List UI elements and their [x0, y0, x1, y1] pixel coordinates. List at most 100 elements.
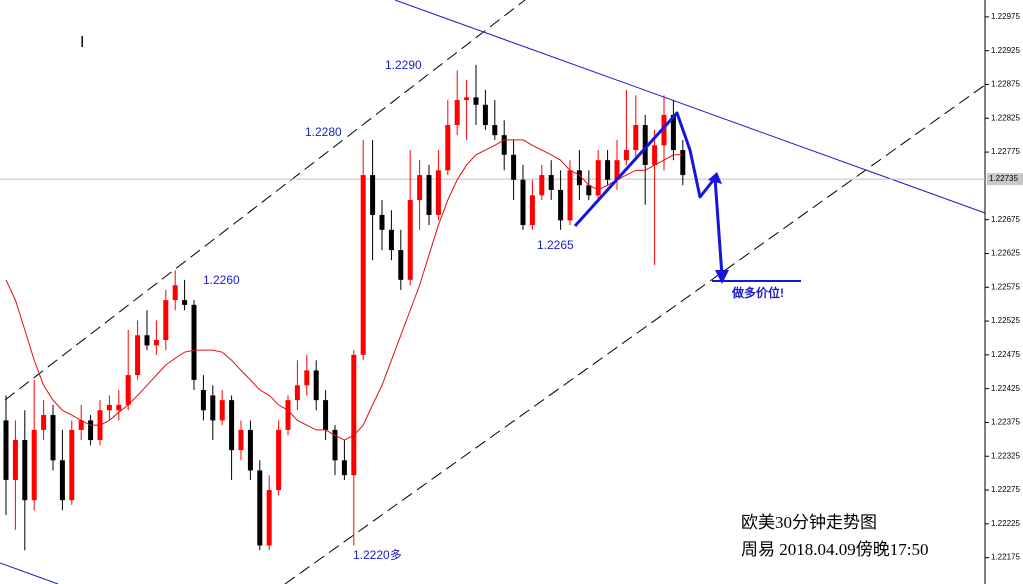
candle-body — [12, 440, 18, 480]
candle-body — [614, 160, 620, 180]
candle-body — [473, 97, 479, 105]
caption: 周易 2018.04.09傍晚17:50 — [741, 540, 928, 559]
candle-body — [332, 429, 338, 461]
candle-body — [172, 285, 178, 301]
candle-body — [266, 490, 272, 546]
candle-body — [304, 370, 310, 386]
support-line — [0, 562, 59, 584]
candle-body — [492, 125, 498, 136]
candle-body — [257, 470, 263, 546]
candle-body — [200, 390, 206, 411]
candle-body — [558, 189, 564, 221]
candle-body — [323, 400, 329, 430]
candle-body — [501, 135, 507, 155]
y-tick-label: 1.22425 — [991, 384, 1020, 393]
y-tick-label: 1.22825 — [991, 113, 1020, 122]
candle-body — [163, 300, 169, 340]
annotation: 1.2280 — [305, 125, 342, 139]
candle-body — [125, 375, 131, 405]
candle-body — [313, 370, 319, 401]
y-tick-label: 1.22675 — [991, 215, 1020, 224]
candle-body — [285, 400, 291, 430]
candle-body — [106, 404, 112, 411]
candle-body — [210, 395, 216, 421]
candle-body — [370, 175, 376, 215]
candle-body — [520, 179, 526, 226]
candle-body — [642, 125, 648, 165]
candle-body — [238, 429, 244, 451]
y-tick-label: 1.22375 — [991, 418, 1020, 427]
candle-body — [426, 175, 432, 215]
candle-body — [351, 354, 357, 476]
candle-body — [191, 304, 197, 380]
cursor: I — [80, 34, 84, 51]
last-price-label: 1.22735 — [989, 174, 1018, 183]
y-tick-label: 1.22525 — [991, 316, 1020, 325]
candle-body — [548, 175, 554, 190]
y-tick-label: 1.22925 — [991, 46, 1020, 55]
candle-body — [88, 420, 94, 441]
candle-body — [661, 114, 667, 146]
y-tick-label: 1.22275 — [991, 485, 1020, 494]
y-tick-label: 1.22575 — [991, 282, 1020, 291]
candle-body — [153, 339, 159, 346]
candle-body — [50, 415, 56, 461]
y-tick-label: 1.22475 — [991, 350, 1020, 359]
annotation: 1.2220多 — [353, 548, 402, 562]
candle-body — [276, 429, 282, 491]
candle-body — [464, 97, 470, 101]
arrow-path — [573, 111, 724, 277]
candle-body — [652, 145, 658, 165]
candle-body — [454, 100, 460, 126]
candle-body — [605, 160, 611, 180]
candle-body — [435, 170, 441, 215]
candle-body — [144, 335, 150, 346]
last-price-box — [987, 173, 1023, 186]
candle-body — [360, 175, 366, 355]
candle-body — [41, 415, 47, 430]
candle-body — [229, 400, 235, 451]
candle-body — [567, 170, 573, 221]
channel-upper — [4, 0, 526, 401]
candle-body — [529, 195, 535, 226]
candle-body — [407, 200, 413, 280]
candle-body — [398, 250, 404, 280]
candle-body — [247, 429, 253, 471]
candle-body — [539, 175, 545, 196]
moving-average — [5, 139, 683, 441]
annotation: 1.2290 — [385, 58, 422, 72]
candle-body — [595, 160, 601, 196]
candle-body — [219, 400, 225, 421]
candle-body — [511, 154, 517, 180]
candle-body — [586, 185, 592, 196]
caption: 欧美30分钟走势图 — [741, 513, 877, 532]
candle-body — [623, 150, 629, 161]
candle-body — [116, 404, 122, 411]
y-tick-label: 1.22975 — [991, 12, 1020, 21]
candle-body — [417, 175, 423, 201]
y-tick-label: 1.22175 — [991, 553, 1020, 562]
candle-body — [182, 300, 188, 305]
forecast-arrow — [573, 111, 801, 284]
candle-body — [341, 460, 347, 476]
arrow-head — [708, 172, 722, 184]
candle-body — [482, 104, 488, 126]
candle-body — [3, 420, 9, 480]
candle-body — [445, 125, 451, 171]
y-tick-label: 1.22875 — [991, 80, 1020, 89]
trend-lines — [0, 0, 986, 584]
candle-body — [294, 385, 300, 401]
y-tick-label: 1.22225 — [991, 519, 1020, 528]
y-tick-label: 1.22625 — [991, 249, 1020, 258]
candle-body — [379, 214, 385, 230]
annotation: 做多价位! — [731, 285, 784, 300]
resistance-line — [394, 0, 986, 214]
arrow-head — [715, 270, 729, 284]
annotation: 1.2260 — [203, 273, 240, 287]
candle-body — [680, 150, 686, 176]
candle-body — [576, 170, 582, 186]
candle-body — [22, 440, 28, 501]
candle-body — [78, 420, 84, 430]
